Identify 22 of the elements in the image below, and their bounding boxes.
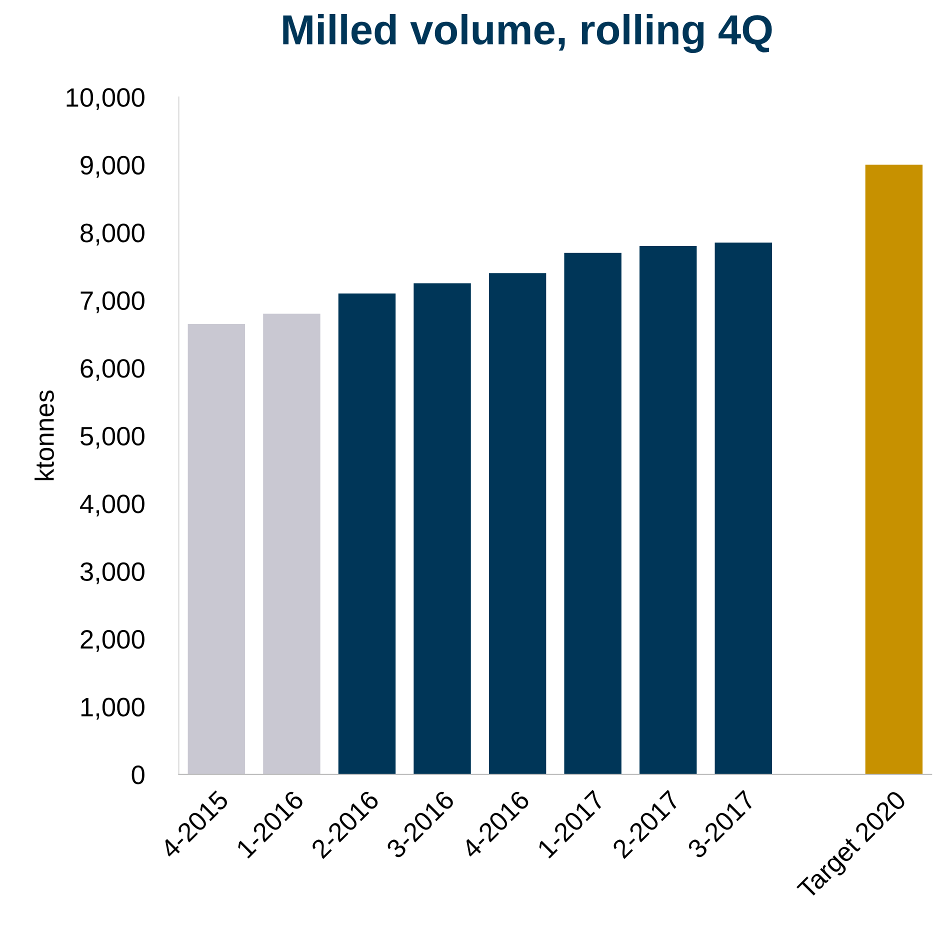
y-tick-label: 4,000: [80, 494, 144, 516]
y-tick-label: 7,000: [80, 291, 144, 314]
bar: [188, 324, 246, 774]
y-tick-label: 5,000: [80, 426, 144, 449]
bar: [263, 314, 320, 774]
y-tick-label: 10,000: [66, 88, 144, 110]
bar: [640, 246, 697, 774]
y-tick-label: 9,000: [80, 156, 144, 178]
bar: [564, 252, 622, 774]
bar: [865, 164, 923, 774]
y-tick-label: 0: [132, 766, 144, 784]
y-tick-label: 6,000: [80, 359, 144, 381]
y-tick-label: 8,000: [80, 224, 144, 246]
chart-title: Milled volume, rolling 4Q: [283, 14, 772, 54]
bar: [488, 273, 546, 774]
bar: [338, 293, 396, 774]
y-tick-label: 2,000: [80, 630, 144, 652]
y-axis-title: ktonnes: [34, 390, 54, 480]
bar: [714, 242, 772, 774]
y-tick-label: 1,000: [81, 698, 144, 720]
y-tick-label: 3,000: [80, 562, 144, 584]
bar: [414, 283, 471, 774]
